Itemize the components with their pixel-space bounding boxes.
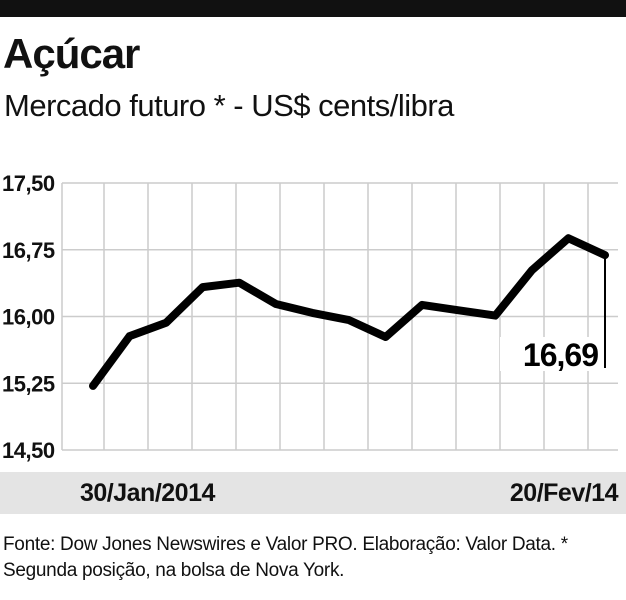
y-tick-label-3: 15,25 [2, 371, 55, 396]
price-series-line [89, 234, 609, 390]
chart-subtitle: Mercado futuro * - US$ cents/libra [4, 88, 454, 123]
x-tick-label-end: 20/Fev/14 [509, 479, 619, 507]
line-chart: 17,50 16,75 16,00 15,25 14,50 16,69 [2, 171, 618, 463]
y-tick-label-0: 17,50 [2, 171, 55, 196]
x-axis-band [0, 472, 626, 514]
y-tick-label-1: 16,75 [2, 238, 55, 263]
annotation-last-value: 16,69 [523, 337, 598, 373]
chart-title: Açúcar [3, 30, 140, 77]
top-bar [0, 0, 626, 17]
annotation-label-bg [500, 337, 602, 371]
y-tick-label-4: 14,50 [2, 438, 55, 463]
source-note: Fonte: Dow Jones Newswires e Valor PRO. … [3, 534, 568, 581]
y-tick-label-2: 16,00 [2, 305, 55, 330]
x-tick-label-start: 30/Jan/2014 [80, 479, 215, 507]
